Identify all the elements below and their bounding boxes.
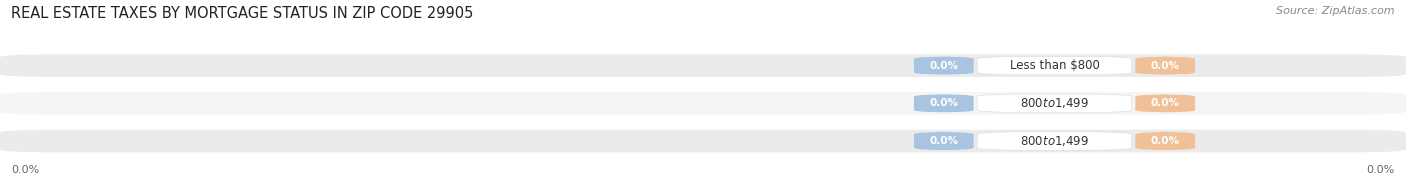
Text: 0.0%: 0.0% [11, 165, 39, 175]
FancyBboxPatch shape [977, 56, 1132, 75]
FancyBboxPatch shape [1136, 56, 1195, 75]
FancyBboxPatch shape [0, 130, 1406, 152]
Text: 0.0%: 0.0% [1150, 61, 1180, 71]
FancyBboxPatch shape [977, 132, 1132, 150]
Text: REAL ESTATE TAXES BY MORTGAGE STATUS IN ZIP CODE 29905: REAL ESTATE TAXES BY MORTGAGE STATUS IN … [11, 6, 474, 21]
FancyBboxPatch shape [1136, 132, 1195, 150]
Text: 0.0%: 0.0% [1150, 98, 1180, 108]
Text: 0.0%: 0.0% [929, 136, 959, 146]
Text: Source: ZipAtlas.com: Source: ZipAtlas.com [1277, 6, 1395, 16]
Text: 0.0%: 0.0% [929, 98, 959, 108]
FancyBboxPatch shape [1136, 94, 1195, 113]
Text: $800 to $1,499: $800 to $1,499 [1019, 134, 1090, 148]
FancyBboxPatch shape [0, 54, 1406, 77]
Text: 0.0%: 0.0% [1367, 165, 1395, 175]
Text: 0.0%: 0.0% [1150, 136, 1180, 146]
FancyBboxPatch shape [914, 56, 973, 75]
FancyBboxPatch shape [914, 132, 973, 150]
FancyBboxPatch shape [914, 94, 973, 113]
FancyBboxPatch shape [977, 94, 1132, 113]
Text: 0.0%: 0.0% [929, 61, 959, 71]
FancyBboxPatch shape [0, 92, 1406, 115]
Text: Less than $800: Less than $800 [1010, 59, 1099, 72]
Text: $800 to $1,499: $800 to $1,499 [1019, 96, 1090, 110]
